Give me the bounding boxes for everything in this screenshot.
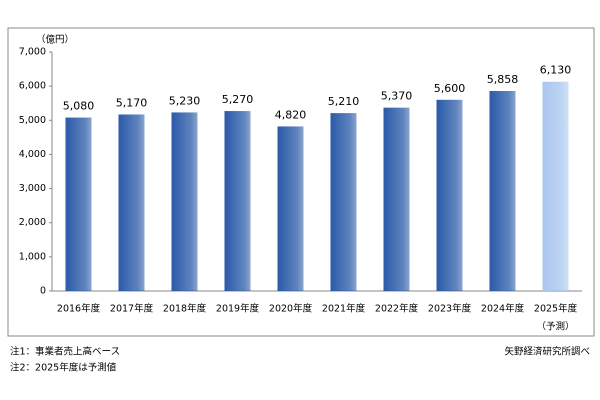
x-tick-label: 2023年度 <box>428 303 472 315</box>
value-label: 5,210 <box>328 95 360 108</box>
y-tick-label: 3,000 <box>19 183 46 194</box>
value-label: 5,230 <box>169 94 201 107</box>
x-tick-label: 2016年度 <box>57 303 101 315</box>
value-label: 5,858 <box>487 73 519 86</box>
bar <box>489 90 516 291</box>
bar <box>383 107 410 291</box>
bar <box>171 112 198 291</box>
x-tick-label: 2025年度 <box>534 303 578 315</box>
value-label: 5,370 <box>381 90 413 103</box>
bar <box>65 117 92 291</box>
value-label: 5,080 <box>63 100 95 113</box>
note: 注1：事業者売上高ベース <box>10 346 120 358</box>
chart-frame <box>7 27 595 337</box>
bar <box>277 126 304 291</box>
y-tick-label: 5,000 <box>19 115 46 126</box>
source: 矢野経済研究所調べ <box>504 346 590 358</box>
value-label: 4,820 <box>275 108 307 121</box>
x-tick-label: 2020年度 <box>269 303 313 315</box>
value-label: 5,600 <box>434 82 466 95</box>
category-note: （予測） <box>536 321 574 333</box>
note: 注2：2025年度は予測値 <box>10 362 117 374</box>
x-tick-label: 2017年度 <box>110 303 154 315</box>
y-tick-label: 1,000 <box>19 251 46 262</box>
value-label: 6,130 <box>540 64 572 77</box>
bar <box>118 114 145 291</box>
x-tick-label: 2024年度 <box>481 303 525 315</box>
bar <box>224 111 251 292</box>
unit-label: （億円） <box>36 34 74 46</box>
bar <box>330 113 357 291</box>
value-label: 5,170 <box>116 96 148 109</box>
y-tick-label: 7,000 <box>19 47 46 58</box>
bar <box>436 99 463 291</box>
x-tick-label: 2018年度 <box>163 303 207 315</box>
y-tick-label: 0 <box>40 286 46 297</box>
bar <box>542 81 569 291</box>
y-tick-label: 6,000 <box>19 81 46 92</box>
x-tick-label: 2022年度 <box>375 303 419 315</box>
y-tick-label: 4,000 <box>19 149 46 160</box>
x-tick-label: 2021年度 <box>322 303 366 315</box>
y-tick-label: 2,000 <box>19 217 46 228</box>
x-tick-label: 2019年度 <box>216 303 260 315</box>
value-label: 5,270 <box>222 93 254 106</box>
